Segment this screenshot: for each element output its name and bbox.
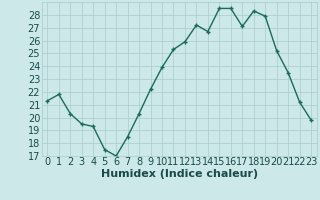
X-axis label: Humidex (Indice chaleur): Humidex (Indice chaleur) (100, 169, 258, 179)
